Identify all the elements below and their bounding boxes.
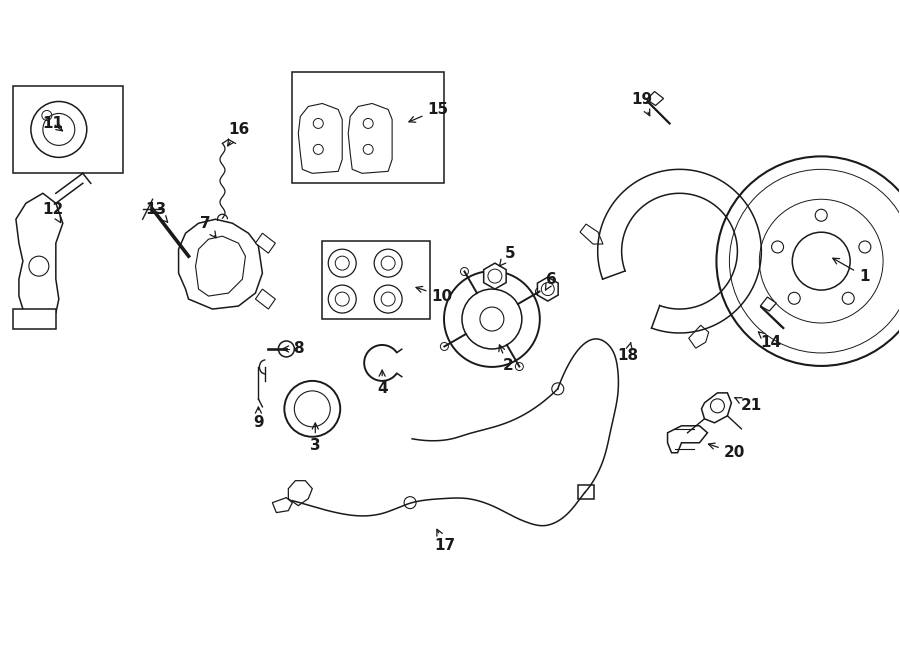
Circle shape [328, 285, 356, 313]
Text: 6: 6 [545, 272, 557, 290]
Polygon shape [256, 233, 275, 253]
Bar [13, 85, 122, 173]
Polygon shape [668, 426, 707, 453]
Text: 2: 2 [499, 345, 513, 373]
Text: 16: 16 [228, 122, 249, 146]
Circle shape [536, 288, 544, 295]
Text: 21: 21 [735, 398, 762, 413]
Circle shape [462, 289, 522, 349]
Circle shape [29, 256, 49, 276]
Text: 13: 13 [145, 202, 167, 222]
Polygon shape [646, 91, 663, 106]
Circle shape [328, 249, 356, 277]
Polygon shape [195, 236, 246, 296]
Circle shape [461, 268, 469, 276]
Polygon shape [298, 104, 342, 173]
Circle shape [284, 381, 340, 437]
Circle shape [374, 285, 402, 313]
Polygon shape [273, 498, 292, 513]
Circle shape [278, 341, 294, 357]
Circle shape [516, 363, 523, 371]
Polygon shape [13, 309, 56, 329]
Text: 8: 8 [283, 342, 303, 356]
Polygon shape [178, 219, 263, 309]
Polygon shape [760, 297, 777, 311]
Bar [322, 241, 430, 319]
Polygon shape [348, 104, 392, 173]
Circle shape [31, 102, 86, 157]
Text: 11: 11 [42, 116, 63, 131]
Circle shape [440, 342, 448, 350]
Bar [578, 485, 594, 498]
Text: 4: 4 [377, 370, 388, 397]
Text: 14: 14 [759, 332, 782, 350]
Polygon shape [16, 193, 63, 319]
Text: 9: 9 [253, 407, 264, 430]
Text: 7: 7 [200, 215, 216, 238]
Polygon shape [537, 277, 558, 301]
Circle shape [444, 271, 540, 367]
Text: 18: 18 [617, 342, 638, 364]
Text: 5: 5 [500, 246, 515, 266]
Text: 19: 19 [631, 92, 652, 116]
Polygon shape [701, 393, 732, 423]
Circle shape [43, 114, 75, 145]
Polygon shape [288, 481, 312, 506]
Circle shape [374, 249, 402, 277]
Bar [292, 71, 444, 183]
Circle shape [552, 383, 563, 395]
Circle shape [404, 496, 416, 508]
Polygon shape [256, 289, 275, 309]
Circle shape [480, 307, 504, 331]
Polygon shape [483, 263, 506, 289]
Text: 20: 20 [708, 443, 745, 460]
Circle shape [294, 391, 330, 427]
Text: 12: 12 [42, 202, 64, 223]
Text: 10: 10 [416, 286, 453, 303]
Text: 3: 3 [310, 423, 320, 453]
Text: 15: 15 [409, 102, 448, 122]
Text: 17: 17 [435, 529, 455, 553]
Text: 1: 1 [832, 258, 869, 284]
Circle shape [710, 399, 724, 413]
